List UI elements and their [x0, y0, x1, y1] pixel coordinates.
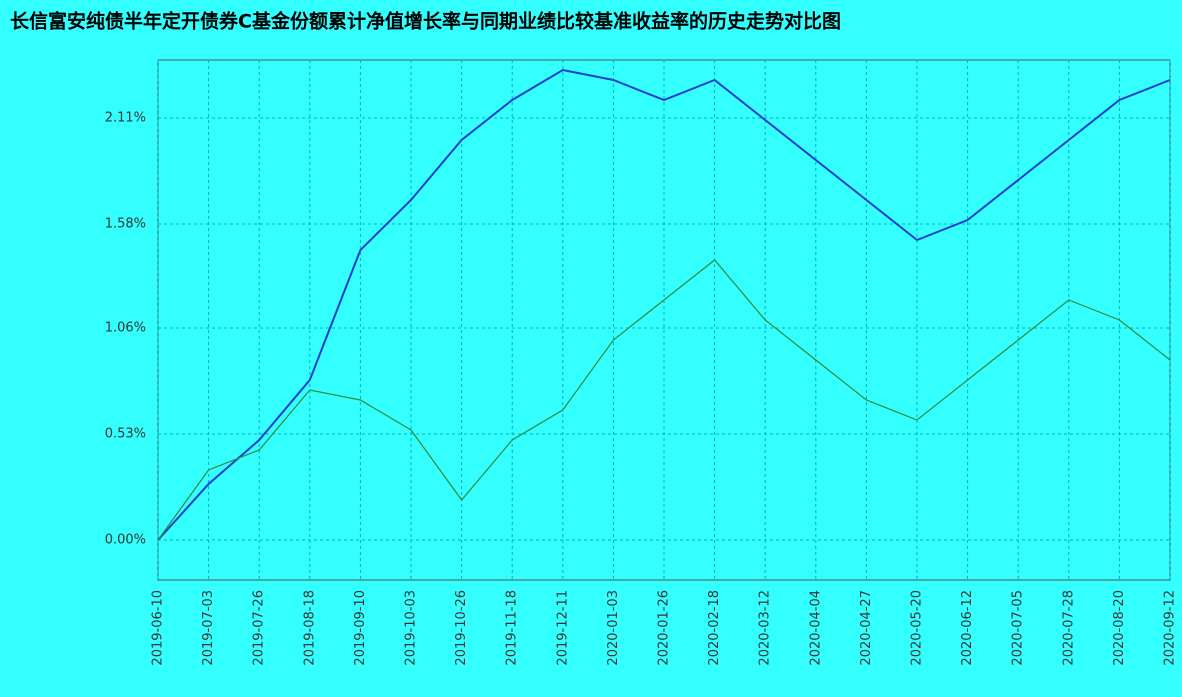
- x-tick-label: 2019-12-11: [555, 590, 570, 666]
- x-tick-label: 2019-10-03: [404, 590, 419, 666]
- x-tick-label: 2020-03-12: [758, 590, 773, 666]
- x-tick-label: 2019-07-26: [252, 590, 267, 666]
- y-tick-label: 2.11%: [105, 111, 146, 126]
- x-tick-label: 2019-10-26: [454, 590, 469, 666]
- x-tick-label: 2020-01-26: [657, 590, 672, 666]
- y-tick-label: 0.00%: [105, 533, 146, 548]
- x-tick-label: 2019-07-03: [201, 590, 216, 666]
- x-tick-label: 2020-02-18: [707, 590, 722, 666]
- x-tick-label: 2020-07-05: [1011, 590, 1026, 666]
- x-tick-label: 2020-09-12: [1163, 590, 1178, 666]
- series-line: [157, 259, 1171, 541]
- x-tick-label: 2019-09-10: [353, 590, 368, 666]
- x-tick-label: 2020-07-28: [1061, 590, 1076, 666]
- y-tick-label: 0.53%: [105, 427, 146, 442]
- x-tick-label: 2020-06-12: [960, 590, 975, 666]
- x-tick-label: 2019-06-10: [151, 590, 166, 666]
- x-tick-label: 2020-01-03: [606, 590, 621, 666]
- series-line: [157, 68, 1171, 541]
- y-tick-label: 1.06%: [105, 321, 146, 336]
- x-tick-label: 2020-05-20: [910, 590, 925, 666]
- x-tick-label: 2020-08-20: [1112, 590, 1127, 666]
- x-tick-label: 2019-11-18: [505, 590, 520, 666]
- x-tick-label: 2019-08-18: [302, 590, 317, 666]
- x-tick-label: 2020-04-27: [859, 590, 874, 666]
- x-tick-label: 2020-04-04: [808, 590, 823, 666]
- chart-title: 长信富安纯债半年定开债券C基金份额累计净值增长率与同期业绩比较基准收益率的历史走…: [10, 10, 841, 33]
- y-tick-label: 1.58%: [105, 217, 146, 232]
